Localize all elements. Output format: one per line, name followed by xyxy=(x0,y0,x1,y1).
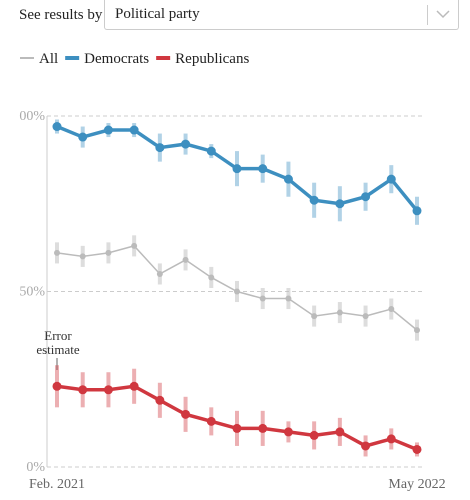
point xyxy=(361,192,371,202)
annotation: Error xyxy=(44,328,72,343)
point xyxy=(335,427,345,437)
legend-label: Republicans xyxy=(175,51,249,67)
point xyxy=(52,381,62,391)
point xyxy=(335,199,345,209)
point xyxy=(388,306,395,313)
point xyxy=(283,174,293,184)
point xyxy=(232,164,242,174)
legend-label: All xyxy=(39,51,58,67)
point xyxy=(311,313,318,320)
x-tick-label: May 2022 xyxy=(388,477,445,492)
point xyxy=(232,423,242,433)
point xyxy=(283,427,293,437)
point xyxy=(181,409,191,419)
point xyxy=(79,253,86,260)
point xyxy=(181,139,191,149)
y-tick-label: 0% xyxy=(26,460,45,475)
y-tick-label: 00% xyxy=(19,109,45,124)
point xyxy=(155,395,165,405)
point xyxy=(131,242,138,249)
point xyxy=(105,249,112,256)
point xyxy=(78,385,88,395)
point xyxy=(182,256,189,263)
point xyxy=(103,125,113,135)
point xyxy=(129,125,139,135)
point xyxy=(78,132,88,142)
dropdown[interactable]: Political party xyxy=(104,0,459,30)
point xyxy=(362,313,369,320)
point xyxy=(155,143,165,153)
point xyxy=(234,288,240,295)
point xyxy=(386,434,396,444)
legend-label: Democrats xyxy=(84,51,149,67)
chevron xyxy=(436,10,450,19)
point xyxy=(412,444,422,454)
point xyxy=(285,295,292,302)
point xyxy=(208,274,215,281)
point xyxy=(361,441,371,451)
point xyxy=(412,206,422,216)
point xyxy=(156,270,163,277)
point xyxy=(386,174,396,184)
point xyxy=(258,423,268,433)
point xyxy=(54,249,60,256)
point xyxy=(206,146,216,156)
chart: 0% 50% 00% Feb. 2021 May 2022 All Democrats Rep… xyxy=(19,51,445,492)
point xyxy=(259,295,266,302)
point xyxy=(258,164,268,174)
annotation: estimate xyxy=(36,342,80,357)
point xyxy=(103,385,113,395)
point xyxy=(336,309,343,316)
point xyxy=(414,327,420,334)
point xyxy=(309,430,319,440)
point xyxy=(52,122,62,132)
results-control: See results by Political party xyxy=(0,0,470,34)
dropdown-separator xyxy=(427,5,428,25)
x-tick-label: Feb. 2021 xyxy=(29,477,85,492)
control-label: See results by xyxy=(19,7,103,23)
dropdown-value: Political party xyxy=(115,6,200,22)
point xyxy=(129,381,139,391)
y-tick-label: 50% xyxy=(19,285,45,300)
point xyxy=(206,416,216,426)
point xyxy=(309,195,319,205)
